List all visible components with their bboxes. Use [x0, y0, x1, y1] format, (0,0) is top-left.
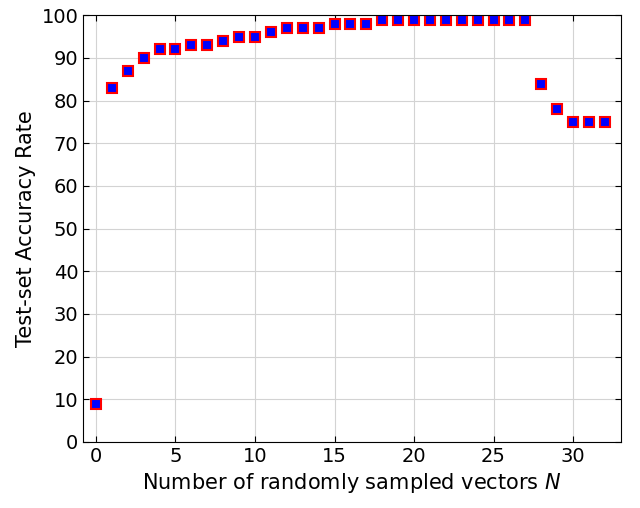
- Y-axis label: Test-set Accuracy Rate: Test-set Accuracy Rate: [16, 110, 36, 347]
- X-axis label: Number of randomly sampled vectors $N$: Number of randomly sampled vectors $N$: [142, 471, 562, 495]
